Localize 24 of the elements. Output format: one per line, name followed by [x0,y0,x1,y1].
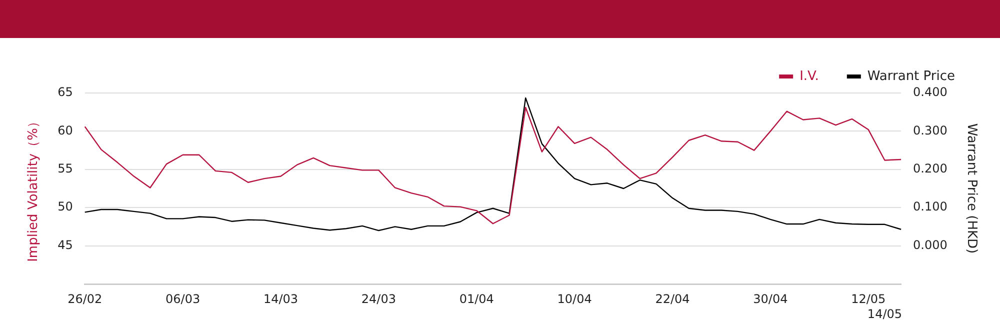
x-tick-label: 14/03 [263,292,298,306]
y-tick-label: 55 [58,162,73,176]
x-tick-label: 12/05 [851,292,886,306]
y-axis-title: Implied Volatility（%） [26,115,42,262]
y2-tick-label: 0.100 [913,200,948,214]
x-tick-label: 26/02 [68,292,102,306]
x-tick-label: 06/03 [166,292,200,306]
y2-tick-label: 0.000 [913,238,948,252]
y-tick-label: 45 [58,238,73,252]
y2-tick-label: 0.300 [913,123,948,138]
y-tick-label: 50 [58,200,73,214]
x-tick-label: 24/03 [361,292,396,306]
legend-label: I.V. [800,68,819,84]
x-tick-label: 30/04 [753,292,788,306]
x-tick-label: 14/05 [867,307,902,322]
y2-axis-title: Warrant Price (HKD) [964,123,979,254]
y2-tick-label: 0.200 [913,162,948,176]
legend-label: Warrant Price [867,68,956,84]
x-tick-label: 01/04 [459,292,494,306]
y-tick-label: 65 [58,85,73,100]
x-tick-label: 22/04 [655,292,690,306]
y2-tick-label: 0.400 [913,85,948,100]
y-tick-label: 60 [58,123,73,138]
x-tick-label: 10/04 [557,292,592,306]
